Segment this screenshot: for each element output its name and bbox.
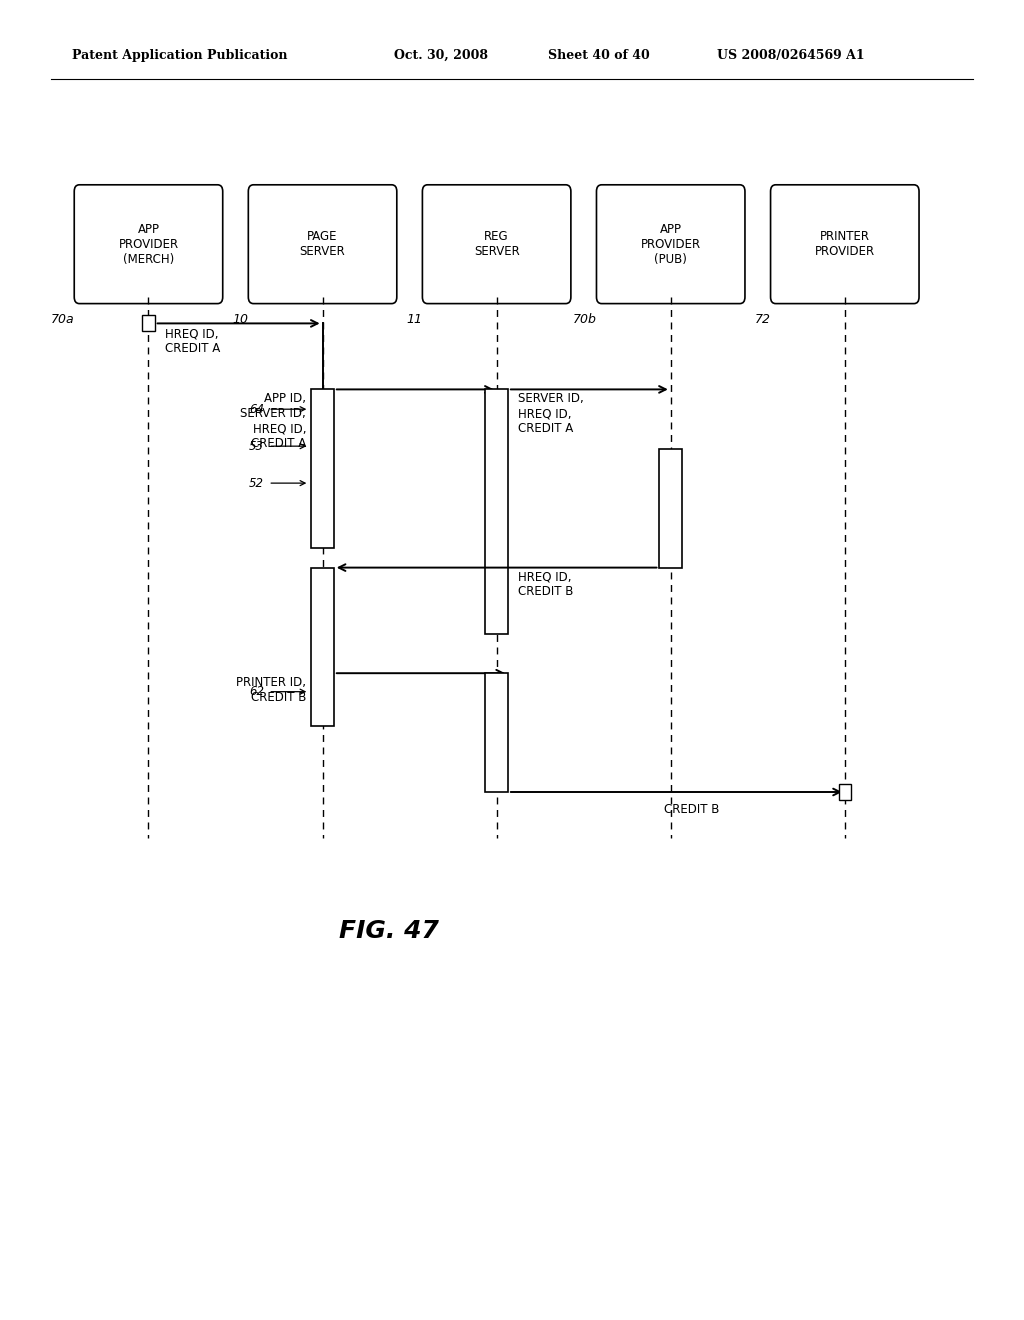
FancyBboxPatch shape	[770, 185, 920, 304]
Text: FIG. 47: FIG. 47	[339, 919, 439, 942]
Bar	[142, 315, 155, 331]
Text: Oct. 30, 2008: Oct. 30, 2008	[394, 49, 488, 62]
Text: SERVER ID,
HREQ ID,
CREDIT A: SERVER ID, HREQ ID, CREDIT A	[518, 392, 584, 436]
Text: US 2008/0264569 A1: US 2008/0264569 A1	[717, 49, 864, 62]
Text: 53: 53	[249, 440, 264, 453]
Text: 62: 62	[249, 685, 264, 698]
FancyBboxPatch shape	[596, 185, 745, 304]
Bar	[485, 673, 508, 792]
Text: 11: 11	[407, 313, 422, 326]
FancyBboxPatch shape	[74, 185, 223, 304]
Text: CREDIT B: CREDIT B	[664, 803, 719, 816]
Text: REG
SERVER: REG SERVER	[474, 230, 519, 259]
Text: 10: 10	[232, 313, 248, 326]
Text: 64: 64	[249, 403, 264, 416]
Text: HREQ ID,
CREDIT B: HREQ ID, CREDIT B	[518, 570, 573, 598]
Text: 72: 72	[755, 313, 770, 326]
Text: Patent Application Publication: Patent Application Publication	[72, 49, 287, 62]
Text: PRINTER
PROVIDER: PRINTER PROVIDER	[815, 230, 874, 259]
Text: HREQ ID,
CREDIT A: HREQ ID, CREDIT A	[165, 327, 220, 355]
FancyBboxPatch shape	[248, 185, 397, 304]
Text: APP
PROVIDER
(MERCH): APP PROVIDER (MERCH)	[119, 223, 178, 265]
Text: 70b: 70b	[572, 313, 596, 326]
Text: 70a: 70a	[50, 313, 74, 326]
FancyBboxPatch shape	[422, 185, 571, 304]
Bar	[659, 449, 682, 568]
Text: APP ID,
SERVER ID,
HREQ ID,
CREDIT A: APP ID, SERVER ID, HREQ ID, CREDIT A	[241, 392, 306, 450]
Bar	[311, 389, 334, 548]
Bar	[485, 389, 508, 634]
Bar	[839, 784, 851, 800]
Bar	[311, 568, 334, 726]
Text: APP
PROVIDER
(PUB): APP PROVIDER (PUB)	[641, 223, 700, 265]
Text: Sheet 40 of 40: Sheet 40 of 40	[548, 49, 649, 62]
Text: PAGE
SERVER: PAGE SERVER	[300, 230, 345, 259]
Text: PRINTER ID,
CREDIT B: PRINTER ID, CREDIT B	[237, 676, 306, 704]
Text: 52: 52	[249, 477, 264, 490]
